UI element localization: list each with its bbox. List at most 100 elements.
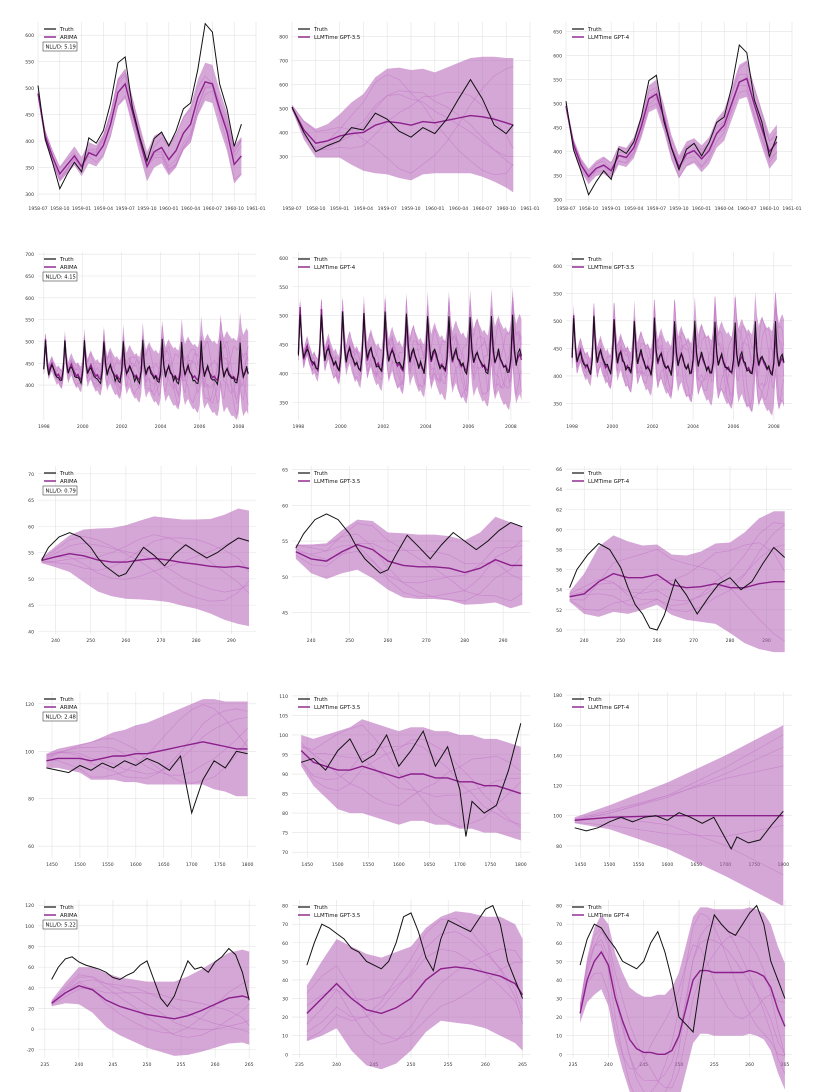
x-tick-label: 1958-07 [28,206,47,212]
y-tick-label: 0 [285,1052,288,1058]
legend-model-label: LLMTime GPT-3.5 [588,265,634,271]
sample-line [291,74,514,176]
sample-line [579,930,786,1089]
y-tick-label: 50 [556,628,562,634]
x-tick-label: 1960-07 [203,206,222,212]
legend-model-label: LLMTime GPT-4 [588,35,630,41]
sample-line [291,66,514,174]
legend-truth-label: Truth [313,697,328,703]
nll-label: NLL/D: 2.48 [46,715,76,721]
y-tick-label: 65 [28,498,34,504]
y-tick-label: 450 [25,113,34,119]
legend-truth-label: Truth [59,905,74,911]
chart-panel-8: 505254565860626466240250260270280290Trut… [556,466,792,653]
truth-line [301,723,522,837]
x-tick-label: 2000 [335,424,347,430]
x-tick-label: 1998 [566,424,578,430]
x-tick-label: 1960-01 [425,206,444,212]
sample-line [301,724,522,828]
uncertainty-band [306,911,523,1070]
y-tick-label: 45 [28,603,34,609]
y-tick-label: 95 [282,752,288,758]
sample-line [579,944,785,1070]
sample-line [569,522,785,607]
y-tick-label: 600 [553,264,562,270]
y-tick-label: 52 [556,608,562,614]
x-tick-label: 1959-04 [94,206,113,212]
sample-line [569,548,785,642]
x-tick-label: 280 [192,638,201,644]
y-tick-label: 450 [553,126,562,132]
y-tick-label: 80 [556,844,562,850]
x-tick-label: 1650 [423,862,435,868]
x-tick-label: 250 [86,638,95,644]
y-tick-label: 350 [25,166,34,172]
x-tick-label: 280 [726,638,735,644]
y-tick-label: 70 [28,472,34,478]
legend-truth-label: Truth [59,471,74,477]
y-tick-label: 55 [282,539,288,545]
x-tick-label: 1958-07 [556,206,575,212]
y-tick-label: 100 [279,733,288,739]
y-tick-label: 550 [553,78,562,84]
x-tick-label: 260 [122,638,131,644]
y-tick-label: 60 [28,524,34,530]
y-tick-label: 90 [282,772,288,778]
x-tick-label: 2006 [194,424,206,430]
sample-line [51,980,250,1034]
sample-line [295,543,523,580]
sample-line [298,303,522,392]
sample-line [300,742,521,825]
x-tick-label: 1750 [214,862,226,868]
x-tick-label: 250 [616,638,625,644]
y-tick-label: 400 [25,139,34,145]
y-tick-label: -20 [26,1048,34,1054]
y-tick-label: 70 [282,850,288,856]
sample-line [298,300,522,399]
sample-line [574,746,784,821]
nll-box [42,271,78,282]
sample-line [306,948,523,1045]
x-tick-label: 2006 [463,424,475,430]
y-tick-label: 20 [282,1015,288,1021]
chart-panel-5: 350 400 450 500 550 600 1998 2000 2002 2004 2006 20… [553,252,792,430]
legend-truth-label: Truth [587,471,602,477]
sample-line [43,335,249,406]
x-tick-label: 1958-07 [282,206,301,212]
truth-line [51,947,250,1008]
y-tick-label: 300 [279,154,288,160]
nll-label: NLL/D: 4.15 [46,275,76,281]
nll-box [42,711,78,722]
x-tick-label: 265 [781,1062,790,1068]
legend-truth-label: Truth [313,257,328,263]
sample-line [41,538,250,580]
chart-panel-6: 40 45 50 55 60 65 70 240 250 260 270 280 290 Truth ARI… [28,466,256,644]
uncertainty-band [292,56,514,193]
x-tick-label: 1800 [515,862,527,868]
y-tick-label: 64 [556,487,562,493]
y-tick-label: 650 [553,30,562,36]
x-tick-label: 1960-04 [715,206,734,212]
y-tick-label: 450 [25,361,34,367]
x-tick-label: 1750 [484,862,496,868]
y-tick-label: 100 [25,924,34,930]
y-tick-label: 300 [25,192,34,198]
legend-model-label: LLMTime GPT-4 [588,705,630,711]
y-tick-label: 120 [553,784,562,790]
x-tick-label: 1650 [691,862,703,868]
chart-panel-10: 70 75 80 85 90 95 100 105 110 1450 1500 1550 1600 165… [279,692,530,868]
y-tick-label: 500 [25,86,34,92]
legend-truth-label: Truth [59,27,74,33]
x-tick-label: 2004 [420,424,432,430]
legend-truth-label: Truth [59,257,74,263]
x-tick-label: 280 [460,638,469,644]
legend-model-label: ARIMA [60,913,78,919]
y-tick-label: 58 [556,547,562,553]
legend-truth-label: Truth [587,27,602,33]
x-tick-label: 1960-07 [473,206,492,212]
legend-model-label: ARIMA [60,705,78,711]
y-tick-label: 450 [553,346,562,352]
x-tick-label: 1959-07 [116,206,135,212]
x-tick-label: 1959-04 [354,206,373,212]
x-tick-label: 1998 [38,424,50,430]
